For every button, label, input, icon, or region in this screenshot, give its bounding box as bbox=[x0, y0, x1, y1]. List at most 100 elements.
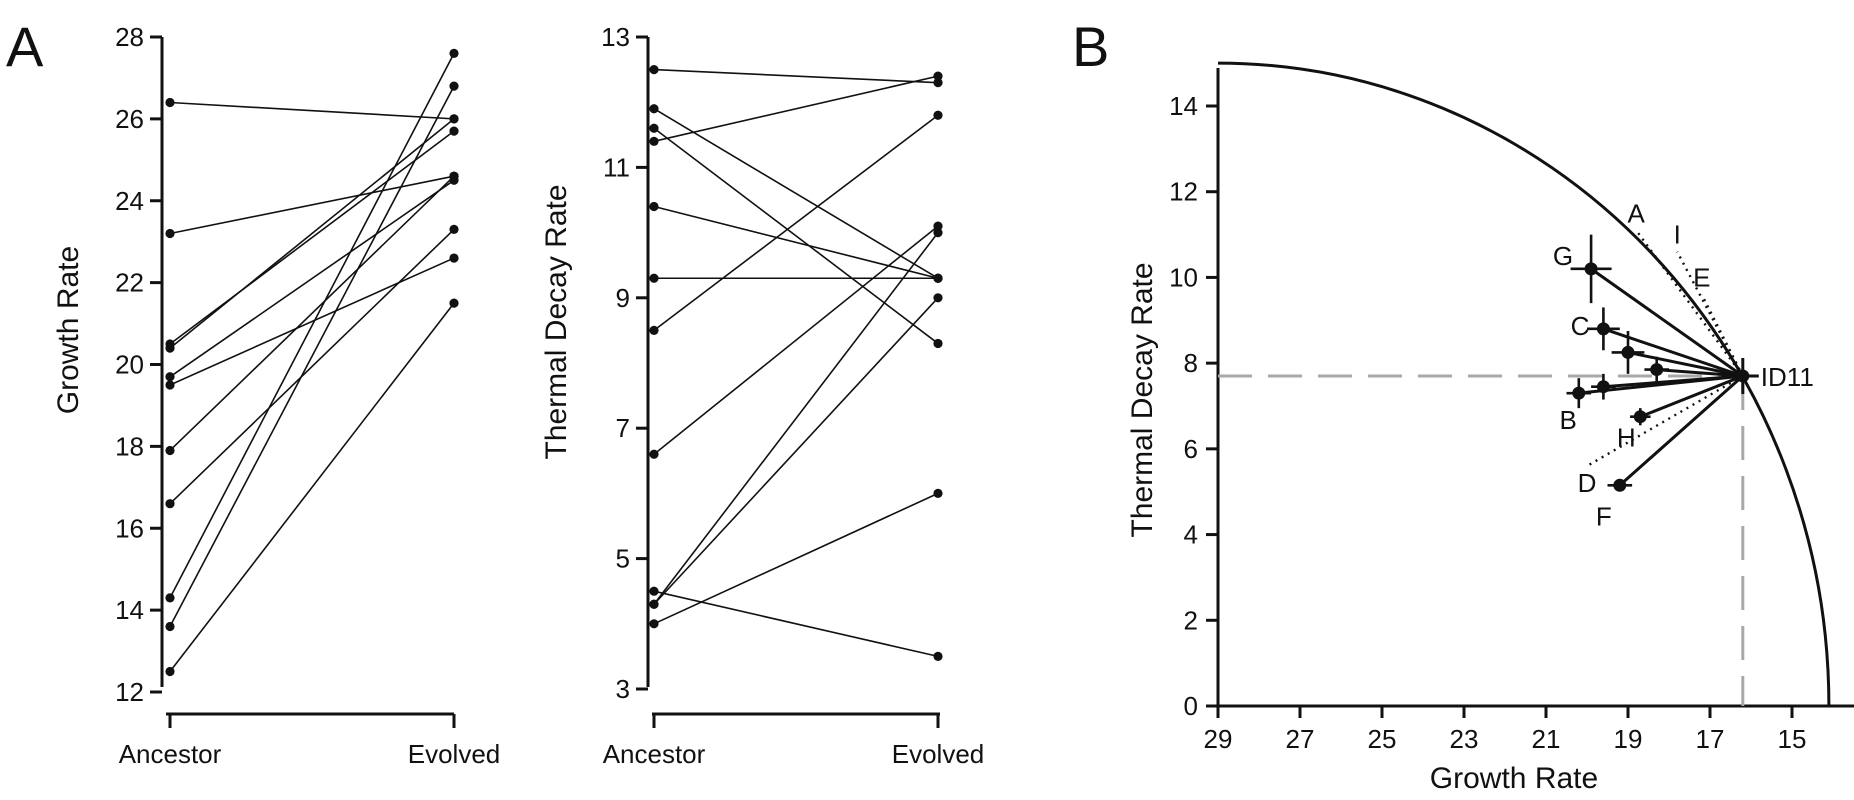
x-tick-label: 19 bbox=[1614, 724, 1643, 754]
pair-line bbox=[653, 225, 939, 455]
x-tick-label: Evolved bbox=[408, 739, 501, 769]
y-tick-label: 26 bbox=[115, 104, 144, 134]
vector-line bbox=[1618, 374, 1744, 487]
ancestor-point bbox=[165, 97, 175, 108]
x-tick-label: 25 bbox=[1368, 724, 1397, 754]
point-label: H bbox=[1617, 423, 1636, 453]
y-ticks: 12 14 16 18 20 22 24 26 28 bbox=[115, 22, 162, 707]
evolved-point bbox=[933, 338, 943, 349]
data-point bbox=[1633, 410, 1647, 424]
dotted-vector bbox=[1700, 294, 1744, 377]
y-tick-label: 28 bbox=[115, 22, 144, 52]
ancestor-point bbox=[165, 372, 175, 382]
y-tick-label: 3 bbox=[616, 674, 630, 704]
pair-line bbox=[653, 114, 939, 332]
y-ticks: 3 5 7 9 11 13 bbox=[601, 22, 648, 704]
evolved-point bbox=[449, 171, 459, 181]
pair-line bbox=[653, 75, 939, 143]
evolved-point bbox=[449, 224, 459, 235]
x-ticks: Ancestor Evolved bbox=[603, 714, 985, 769]
y-ticks: 0 2 4 6 8 10 12 14 bbox=[1169, 91, 1218, 721]
x-tick-label: Evolved bbox=[892, 739, 985, 769]
evolved-point bbox=[449, 253, 459, 263]
data-point bbox=[1584, 262, 1598, 276]
y-tick-label: 7 bbox=[616, 413, 630, 443]
evolved-point bbox=[933, 651, 943, 662]
data-point bbox=[1596, 322, 1610, 336]
x-tick-label: 21 bbox=[1532, 724, 1561, 754]
ancestor-point bbox=[165, 228, 175, 239]
ancestor-point bbox=[649, 599, 659, 609]
point-labels: AIE D G C B H F ID11 bbox=[1553, 198, 1814, 531]
pair-line bbox=[653, 108, 939, 279]
ancestor-point bbox=[649, 325, 659, 335]
ancestor-point bbox=[165, 621, 175, 632]
point-label: B bbox=[1559, 405, 1576, 435]
vector-line bbox=[1590, 267, 1744, 378]
x-tick-label: 27 bbox=[1286, 724, 1315, 754]
evolved-point bbox=[933, 488, 943, 498]
pair-line bbox=[653, 492, 939, 625]
ancestor-point bbox=[165, 445, 175, 456]
pair-line bbox=[169, 228, 455, 505]
point-label: A bbox=[1628, 198, 1646, 228]
ancestor-point bbox=[165, 499, 175, 509]
vector-line bbox=[1603, 374, 1743, 389]
evolved-point bbox=[933, 110, 943, 120]
reference-lines bbox=[1218, 374, 1745, 706]
y-axis-title: Growth Rate bbox=[52, 246, 85, 414]
x-tick-label: Ancestor bbox=[119, 739, 222, 769]
point-label: I bbox=[1674, 220, 1681, 250]
pair-line bbox=[169, 179, 455, 378]
y-tick-label: 20 bbox=[115, 350, 144, 380]
y-tick-label: 4 bbox=[1184, 520, 1198, 550]
pair-line bbox=[169, 101, 455, 120]
thermal-decay-rate-chart: 3 5 7 9 11 13 Ancestor Evolved Thermal Decay R… bbox=[540, 22, 984, 769]
y-tick-label: 5 bbox=[616, 544, 630, 574]
pair-line bbox=[653, 297, 939, 605]
ancestor-point bbox=[165, 380, 175, 390]
evolved-point bbox=[933, 273, 943, 283]
ancestor-point bbox=[649, 273, 659, 283]
x-ticks: Ancestor Evolved bbox=[119, 714, 501, 769]
point-label: G bbox=[1553, 241, 1573, 271]
data-point bbox=[1613, 478, 1627, 492]
data-point bbox=[1650, 363, 1664, 377]
x-tick-label: 29 bbox=[1204, 724, 1233, 754]
panel-label-a: A bbox=[6, 15, 44, 78]
panel-label-b: B bbox=[1072, 15, 1109, 78]
point-label: F bbox=[1596, 501, 1612, 531]
pair-line bbox=[169, 175, 455, 235]
data-point bbox=[1621, 345, 1635, 359]
data-point bbox=[1596, 380, 1610, 394]
dotted-vectors bbox=[1586, 229, 1744, 468]
evolved-point bbox=[449, 114, 459, 124]
y-tick-label: 11 bbox=[603, 152, 630, 182]
ancestor-point bbox=[649, 449, 659, 459]
vector-line bbox=[1639, 374, 1744, 419]
y-tick-label: 16 bbox=[115, 513, 144, 543]
ancestor-point bbox=[649, 201, 659, 212]
ancestor-point bbox=[165, 593, 175, 603]
x-tick-label: 23 bbox=[1450, 724, 1479, 754]
y-tick-label: 9 bbox=[616, 283, 630, 313]
evolved-point bbox=[933, 221, 943, 231]
origin-point bbox=[1736, 369, 1750, 383]
pair-line bbox=[653, 590, 939, 658]
y-tick-label: 2 bbox=[1184, 605, 1198, 635]
y-tick-label: 0 bbox=[1184, 691, 1198, 721]
series-points bbox=[649, 65, 943, 662]
ancestor-point bbox=[649, 65, 659, 75]
data-point bbox=[1572, 386, 1586, 400]
vector-line bbox=[1602, 327, 1744, 378]
x-tick-label: 17 bbox=[1696, 724, 1725, 754]
y-axis-title: Thermal Decay Rate bbox=[1126, 262, 1159, 537]
pair-line bbox=[169, 85, 455, 627]
y-tick-label: 24 bbox=[115, 186, 144, 216]
dotted-vector bbox=[1676, 251, 1744, 377]
evolved-point bbox=[449, 126, 459, 136]
ancestor-point bbox=[649, 123, 659, 133]
ancestor-point bbox=[649, 619, 659, 629]
y-tick-label: 12 bbox=[115, 677, 144, 707]
y-tick-label: 12 bbox=[1169, 177, 1198, 207]
